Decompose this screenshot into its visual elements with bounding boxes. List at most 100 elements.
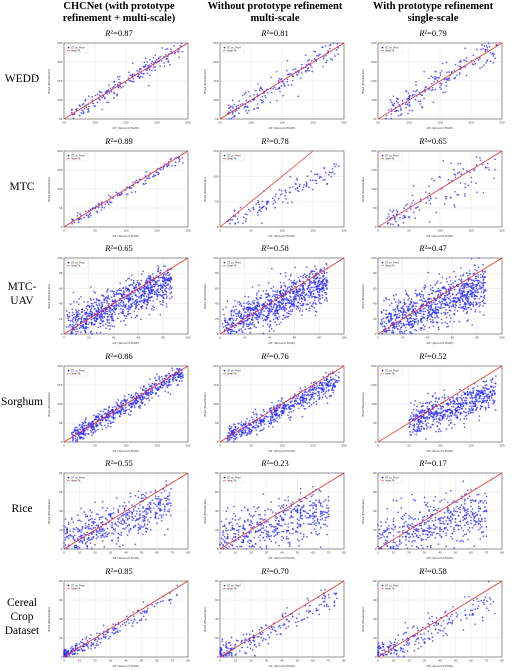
data-point — [101, 302, 103, 304]
data-point — [288, 411, 290, 413]
data-point — [160, 289, 162, 291]
data-point — [134, 407, 136, 409]
data-point — [161, 295, 163, 297]
r2-value: ²=0.65 — [424, 136, 446, 146]
data-point — [405, 107, 407, 109]
data-point — [415, 81, 417, 83]
y-tick-label: 100 — [57, 187, 63, 191]
data-point — [405, 290, 407, 292]
data-point — [155, 379, 157, 381]
data-point — [116, 407, 118, 409]
data-point — [435, 71, 437, 73]
data-point — [138, 284, 140, 286]
data-point — [315, 281, 317, 283]
data-point — [262, 429, 264, 431]
data-point — [171, 367, 173, 369]
data-point — [481, 66, 483, 68]
data-point — [177, 51, 179, 53]
data-point — [98, 300, 100, 302]
data-point — [167, 48, 169, 50]
data-point — [305, 299, 307, 301]
data-point — [109, 325, 111, 327]
data-point — [111, 325, 113, 327]
data-point — [312, 189, 314, 191]
x-tick-label: 200 — [310, 121, 316, 125]
data-point — [150, 275, 152, 277]
data-point — [224, 318, 226, 320]
data-point — [142, 290, 144, 292]
data-point — [73, 431, 75, 433]
ideal-fit-line — [220, 258, 344, 334]
data-point — [234, 104, 236, 106]
data-point — [164, 279, 166, 281]
data-point — [474, 265, 476, 267]
data-point — [246, 100, 248, 102]
data-point — [455, 174, 457, 176]
data-point — [256, 107, 258, 109]
data-point — [429, 221, 431, 223]
row-label: WEDD — [0, 72, 44, 86]
data-point — [74, 430, 76, 432]
data-point — [269, 101, 271, 103]
data-point — [146, 61, 148, 63]
data-point — [421, 318, 423, 320]
data-point — [158, 277, 160, 279]
data-point — [294, 267, 296, 269]
data-point — [314, 286, 316, 288]
y-tick-label: 60 — [59, 286, 63, 290]
data-point — [278, 87, 280, 89]
data-point — [72, 312, 74, 314]
data-point — [413, 211, 415, 213]
data-point — [474, 61, 476, 63]
data-point — [120, 82, 122, 84]
data-point — [299, 310, 301, 312]
data-point — [289, 292, 291, 294]
data-point — [152, 300, 154, 302]
data-point — [314, 307, 316, 309]
data-point — [237, 222, 239, 224]
data-point — [101, 319, 103, 321]
data-point — [278, 78, 280, 80]
data-point — [408, 216, 410, 218]
data-point — [284, 310, 286, 312]
data-point — [486, 59, 488, 61]
data-point — [86, 309, 88, 311]
data-point — [179, 380, 181, 382]
data-point — [70, 324, 72, 326]
data-point — [317, 395, 319, 397]
data-point — [441, 307, 443, 309]
data-point — [317, 291, 319, 293]
data-point — [133, 282, 135, 284]
data-point — [95, 316, 97, 318]
data-point — [108, 310, 110, 312]
data-point — [324, 278, 326, 280]
data-point — [404, 333, 406, 335]
data-point — [244, 213, 246, 215]
x-tick-label: 50 — [93, 229, 97, 233]
data-point — [384, 325, 386, 327]
data-point — [457, 163, 459, 165]
legend-ideal-label: Ideal Fit — [71, 50, 80, 53]
data-point — [494, 57, 496, 59]
data-point — [405, 327, 407, 329]
data-point — [464, 47, 466, 49]
data-point — [293, 292, 295, 294]
data-point — [402, 315, 404, 317]
data-point — [231, 118, 233, 120]
data-point — [235, 320, 237, 322]
y-tick-label: 40 — [373, 302, 377, 306]
data-point — [439, 273, 441, 275]
data-point — [91, 315, 93, 317]
data-point — [437, 317, 439, 319]
data-point — [453, 271, 455, 273]
data-point — [401, 307, 403, 309]
data-point — [87, 301, 89, 303]
data-point — [153, 291, 155, 293]
data-point — [410, 321, 412, 323]
data-point — [338, 372, 340, 374]
data-point — [405, 205, 407, 207]
data-point — [432, 287, 434, 289]
x-tick-label: 80 — [475, 336, 479, 340]
